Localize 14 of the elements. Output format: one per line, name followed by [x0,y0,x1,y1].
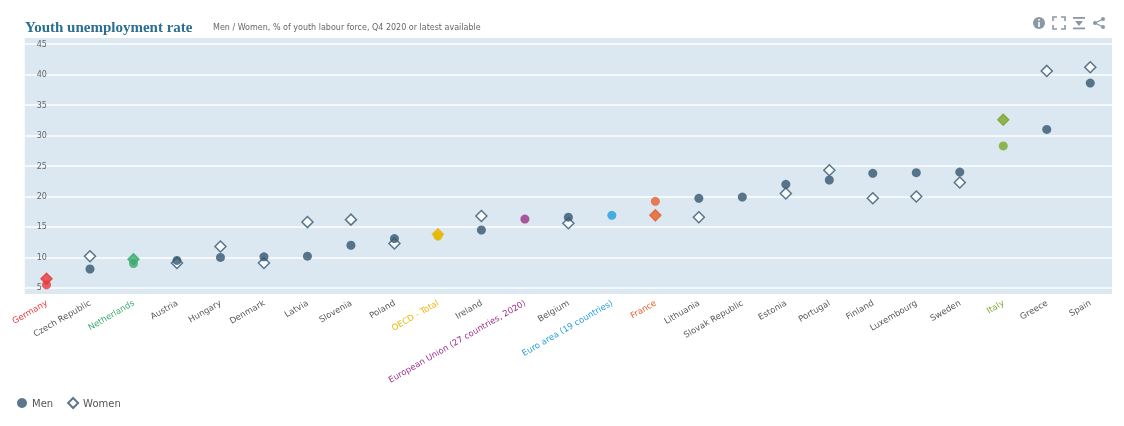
y-tick-label: 20 [36,191,47,201]
y-tick-label: 30 [36,131,47,141]
y-tick-label: 10 [36,252,47,262]
y-tick-label: 45 [36,39,47,49]
legend-label: Men [32,397,54,409]
y-tick-label: 40 [36,70,47,80]
chart-subtitle: Men / Women, % of youth labour force, Q4 2020 or latest available [213,22,481,32]
x-tick-label: Italy [984,297,1006,316]
y-tick-label: 25 [36,161,47,171]
y-tick-label: 5 [36,283,42,293]
chart-title: Youth unemployment rate [25,18,193,35]
y-tick-label: 35 [36,100,47,110]
y-tick-label: 15 [36,222,47,232]
legend-label: Women [83,397,121,409]
